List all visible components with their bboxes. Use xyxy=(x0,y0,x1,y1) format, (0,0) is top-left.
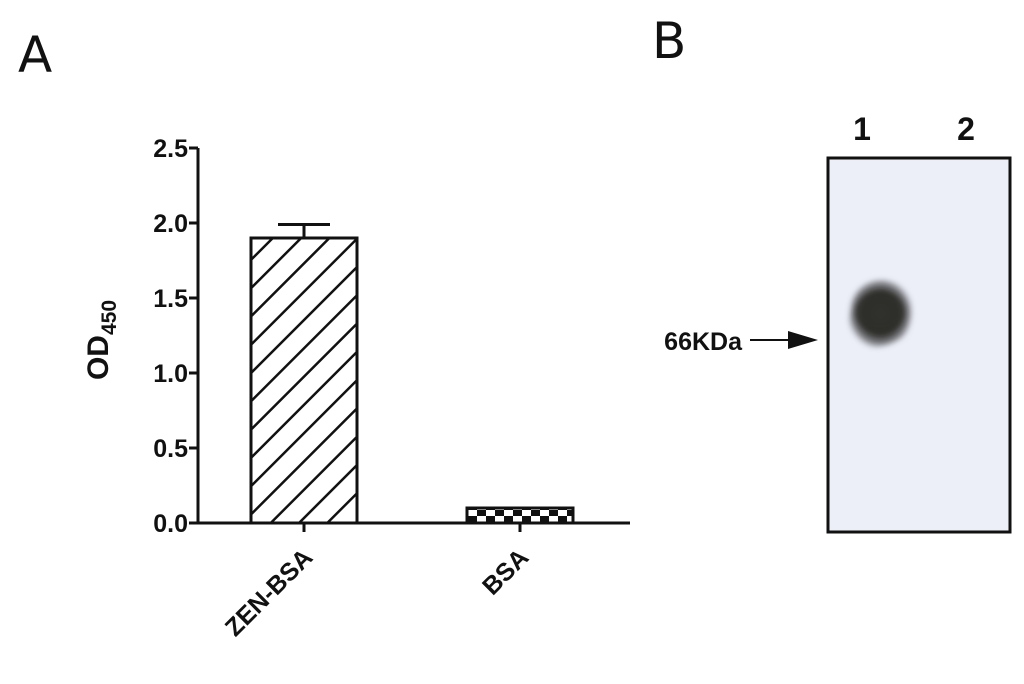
marker-label: 66KDa xyxy=(664,328,743,356)
chart-marks xyxy=(189,146,630,532)
lane-label-1: 1 xyxy=(853,111,871,147)
x-category-label: BSA xyxy=(477,543,534,600)
panel-b-label: B xyxy=(652,12,686,70)
x-category-label: ZEN-BSA xyxy=(220,543,318,641)
y-tick-label: 2.0 xyxy=(153,210,188,238)
blot-membrane xyxy=(826,156,1012,534)
y-axis-label-subscript: 450 xyxy=(98,300,121,335)
bar-chart: OD450 0.0 0.5 1.0 1.5 2.0 2.5 ZEN-BSA BS… xyxy=(82,135,630,642)
panel-a-label: A xyxy=(18,26,52,84)
western-blot: 1 2 66KDa xyxy=(664,111,1012,534)
y-tick-label: 2.5 xyxy=(153,135,188,163)
marker-arrow-head xyxy=(788,331,818,349)
y-axis-label-main: OD xyxy=(82,335,115,380)
y-axis-label: OD450 xyxy=(82,300,121,380)
protein-band-core xyxy=(856,292,904,332)
y-tick-label: 1.5 xyxy=(153,285,188,313)
lane-label-2: 2 xyxy=(957,111,975,147)
y-tick-label: 0.0 xyxy=(153,510,188,538)
bar xyxy=(249,236,359,525)
bar xyxy=(465,506,575,525)
y-tick-label: 1.0 xyxy=(153,360,188,388)
y-tick-label: 0.5 xyxy=(153,435,188,463)
